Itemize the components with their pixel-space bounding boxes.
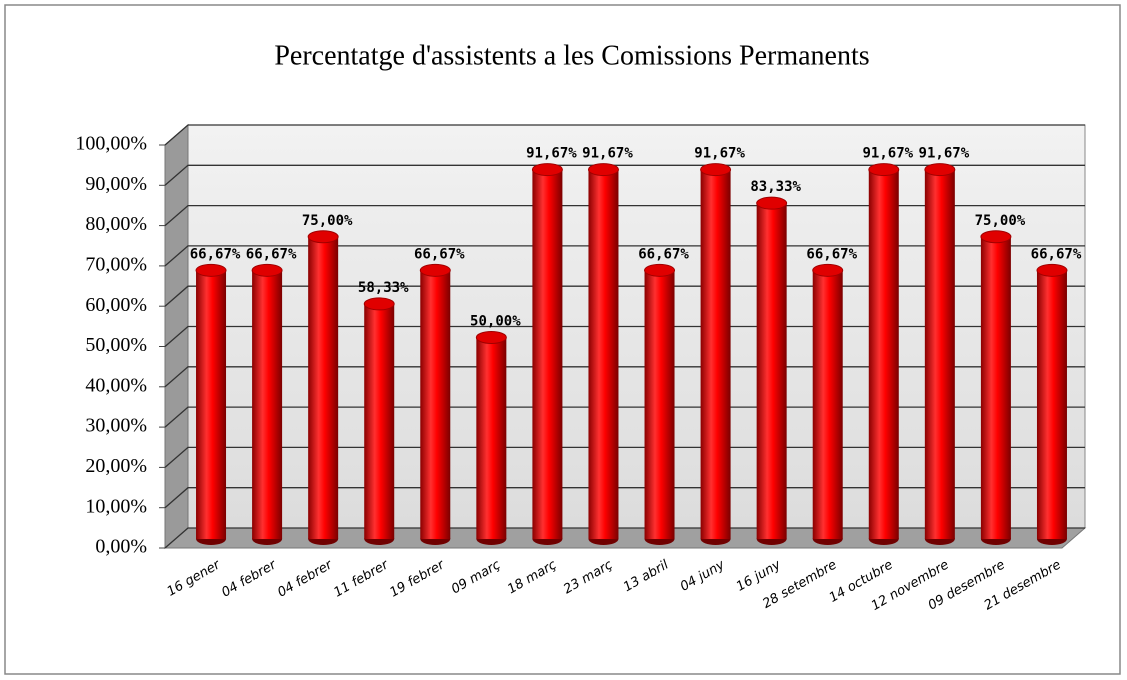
data-label: 66,67% [638, 246, 689, 262]
bar-top [700, 163, 732, 177]
bar-body [644, 270, 675, 539]
y-tick-label: 90,00% [85, 173, 147, 195]
bar [700, 163, 732, 545]
bar-top [307, 230, 339, 244]
bar [868, 163, 900, 545]
bar [644, 263, 676, 545]
bar-body [196, 270, 227, 539]
bar-body [308, 236, 339, 539]
bar-body [980, 236, 1011, 539]
data-label: 83,33% [750, 179, 801, 195]
grid-line [164, 164, 1085, 186]
bar [587, 163, 619, 545]
bar [756, 196, 788, 545]
bar-body [476, 337, 507, 539]
bar [363, 297, 395, 545]
data-label: 75,00% [302, 213, 353, 229]
bar-body [588, 169, 619, 540]
bar-body [532, 169, 563, 540]
bar-body [756, 203, 787, 539]
data-label: 91,67% [919, 146, 970, 162]
y-tick-label: 20,00% [85, 455, 147, 477]
bar-body [812, 270, 843, 539]
data-label: 66,67% [190, 246, 241, 262]
grid-line [164, 124, 1085, 146]
data-label: 91,67% [862, 146, 913, 162]
bar-body [700, 169, 731, 540]
bar [475, 331, 507, 545]
bar-top [363, 297, 395, 311]
bar-top [587, 163, 619, 177]
data-label: 66,67% [806, 246, 857, 262]
data-label: 75,00% [975, 213, 1026, 229]
bar-body [364, 303, 395, 539]
data-label: 50,00% [470, 314, 521, 330]
bar-top [812, 263, 844, 277]
bar [307, 230, 339, 545]
bar-top [195, 263, 227, 277]
data-label: 91,67% [526, 146, 577, 162]
bar [980, 230, 1012, 545]
bar [195, 263, 227, 545]
bar [812, 263, 844, 545]
y-tick-label: 80,00% [85, 213, 147, 235]
bar-body [924, 169, 955, 540]
bar-top [1036, 263, 1068, 277]
data-label: 58,33% [358, 280, 409, 296]
y-tick-label: 100,00% [75, 133, 147, 155]
bar-body [868, 169, 899, 540]
y-tick-label: 70,00% [85, 253, 147, 275]
bar-top [531, 163, 563, 177]
y-tick-label: 30,00% [85, 415, 147, 437]
data-label: 66,67% [1031, 246, 1082, 262]
data-label: 66,67% [246, 246, 297, 262]
bar [531, 163, 563, 545]
bar [1036, 263, 1068, 545]
bar-body [420, 270, 451, 539]
bar-top [980, 230, 1012, 244]
data-label: 66,67% [414, 246, 465, 262]
bar [419, 263, 451, 545]
y-tick-label: 60,00% [85, 294, 147, 316]
bar-top [251, 263, 283, 277]
data-label: 91,67% [694, 146, 745, 162]
bar-top [924, 163, 956, 177]
y-tick-label: 50,00% [85, 334, 147, 356]
y-tick-label: 0,00% [95, 536, 147, 558]
bar [924, 163, 956, 545]
bar-body [1036, 270, 1067, 539]
y-tick-label: 40,00% [85, 374, 147, 396]
bar-top [756, 196, 788, 210]
chart-title: Percentatge d'assistents a les Comission… [274, 40, 869, 71]
data-label: 91,67% [582, 146, 633, 162]
bar-top [644, 263, 676, 277]
bar-top [868, 163, 900, 177]
bar [251, 263, 283, 545]
bar-body [252, 270, 283, 539]
bar-top [419, 263, 451, 277]
bar-top [475, 331, 507, 344]
y-tick-label: 10,00% [85, 495, 147, 517]
